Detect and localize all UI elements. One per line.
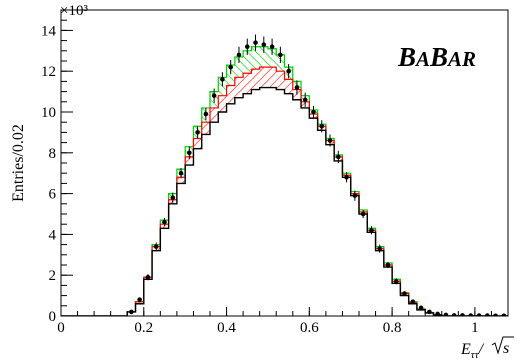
red-band-bin [234, 77, 244, 98]
data-point [228, 64, 233, 70]
data-point [443, 312, 449, 316]
data-point [344, 174, 349, 180]
red-band-bin [251, 69, 260, 90]
data-point [253, 40, 258, 45]
data-point [327, 138, 333, 143]
data-point [460, 313, 465, 316]
data-point [220, 77, 225, 82]
uncertainty-bands [135, 46, 442, 315]
x-tick-label: 1 [471, 320, 479, 336]
data-point [129, 309, 134, 315]
data-points [129, 34, 507, 316]
data-point [336, 154, 341, 160]
y-tick-label: 4 [49, 227, 57, 243]
red-band-bin [210, 107, 219, 123]
data-point [360, 211, 366, 217]
data-point [236, 52, 242, 58]
data-point [244, 44, 250, 50]
data-point [203, 111, 209, 117]
data-point [402, 291, 407, 296]
data-point [187, 150, 192, 156]
red-band-bin [276, 71, 285, 90]
data-point [427, 309, 432, 315]
red-band-bin [193, 138, 202, 149]
y-tick-label: 14 [41, 23, 57, 39]
x-tick-label: 0.6 [300, 320, 319, 336]
data-point [261, 42, 267, 47]
x-axis-ticks: 0 0.2 0.4 0.6 0.8 1 [57, 307, 509, 336]
green-band-bin [226, 65, 235, 86]
sqrt-sign [491, 336, 514, 355]
data-point [451, 313, 457, 316]
x-title-sqrt-arg: s [503, 340, 509, 357]
green-band-bin [267, 48, 277, 68]
x-title-sub: ττ [471, 349, 480, 361]
data-point [377, 246, 382, 251]
data-point [195, 130, 200, 135]
green-band-bin [234, 56, 244, 78]
data-point [211, 93, 217, 98]
data-point [501, 313, 507, 316]
y-tick-label: 2 [49, 268, 57, 284]
x-tick-label: 0.2 [134, 320, 153, 336]
x-axis-title: Eττ/ s [460, 336, 514, 361]
data-point [435, 311, 440, 316]
data-point [153, 244, 159, 249]
data-point [302, 97, 308, 103]
red-band-bin [284, 79, 293, 94]
x-tick-label: 0.8 [383, 320, 402, 336]
red-band-bin [259, 67, 268, 88]
data-point [137, 297, 142, 302]
data-point [352, 193, 358, 198]
data-point [468, 313, 474, 316]
data-point [178, 170, 184, 176]
data-point [278, 52, 283, 58]
y-tick-label: 6 [49, 187, 57, 203]
data-point [485, 313, 490, 316]
y-tick-label: 0 [49, 309, 57, 325]
data-point [145, 274, 151, 280]
data-point [162, 219, 167, 225]
data-point [493, 313, 498, 316]
green-band-bin [251, 46, 260, 70]
data-point [294, 85, 300, 90]
red-band-bin [267, 67, 277, 88]
red-histogram [61, 66, 508, 316]
data-point [385, 262, 391, 268]
data-point [418, 305, 424, 311]
red-band-bin [185, 156, 194, 166]
x-tick-label: 0.4 [217, 320, 236, 336]
data-point [393, 279, 399, 284]
data-point [286, 68, 291, 74]
data-point [269, 44, 275, 50]
data-point [369, 228, 374, 233]
svg-text:Eττ/: Eττ/ [460, 341, 485, 361]
green-band-bin [243, 50, 252, 74]
data-point [319, 123, 325, 129]
y-tick-label: 10 [41, 105, 56, 121]
y-axis-title: Entries/0.02 [10, 124, 27, 202]
x-title-main: E [460, 341, 471, 358]
red-band-bin [176, 177, 186, 184]
red-band-bin [201, 122, 210, 135]
data-point [476, 313, 482, 316]
data-point [410, 299, 416, 305]
base-histogram [61, 86, 508, 316]
y-axis-scale-label: ×10³ [60, 3, 88, 19]
red-band-bin [226, 85, 235, 104]
red-band-bin [243, 73, 252, 94]
green-band-bin [259, 46, 268, 68]
babar-logo: BABAR [397, 42, 476, 72]
y-tick-label: 12 [41, 64, 56, 80]
y-tick-label: 8 [49, 146, 57, 162]
data-point [311, 109, 316, 115]
x-title-div: / [478, 341, 485, 358]
data-point [170, 195, 176, 200]
red-band-bin [135, 301, 144, 304]
y-axis-ticks: 0 2 4 6 8 10 12 14 [41, 9, 73, 325]
red-band-bin [218, 95, 227, 112]
x-tick-label: 0 [57, 320, 65, 336]
